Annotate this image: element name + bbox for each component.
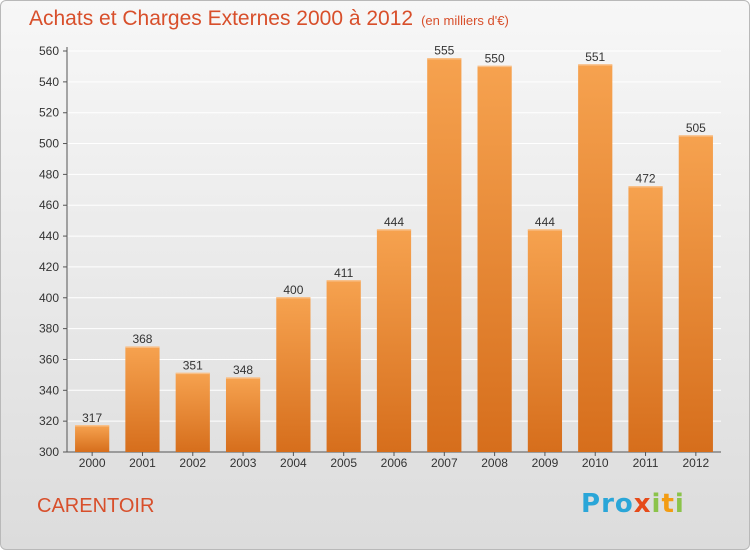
logo-letter: r (601, 489, 615, 519)
x-tick-label: 2007 (431, 456, 458, 470)
logo-letter: x (633, 489, 652, 519)
y-tick-label: 520 (39, 106, 59, 120)
data-label: 351 (183, 358, 203, 372)
x-tick-label: 2005 (330, 456, 357, 470)
y-tick-label: 380 (39, 322, 59, 336)
x-tick-label: 2006 (381, 456, 408, 470)
y-tick-label: 340 (39, 383, 59, 397)
bar (175, 373, 210, 452)
y-tick-label: 420 (39, 260, 59, 274)
y-tick-label: 440 (39, 229, 59, 243)
bar (326, 280, 361, 452)
commune-name: CARENTOIR (37, 495, 155, 517)
logo-letter: i (651, 489, 662, 519)
chart-title-text: Achats et Charges Externes 2000 à 2012 (29, 7, 414, 30)
y-tick-label: 360 (39, 352, 59, 366)
data-label: 472 (636, 172, 656, 186)
logo-letter: t (661, 489, 675, 519)
data-label: 400 (283, 283, 303, 297)
y-tick-label: 460 (39, 198, 59, 212)
bar (376, 229, 412, 452)
x-tick-label: 2012 (682, 456, 709, 470)
bar (125, 347, 160, 452)
data-label: 348 (233, 363, 253, 377)
logo-letter: P (581, 489, 602, 519)
data-label: 505 (686, 121, 706, 135)
data-label: 444 (384, 215, 404, 229)
bar (427, 58, 462, 452)
y-tick-label: 540 (39, 75, 59, 89)
x-tick-label: 2008 (481, 456, 508, 470)
chart-unit: (en milliers d'€) (421, 13, 509, 28)
y-tick-label: 320 (39, 414, 59, 428)
logo-letter: o (614, 489, 634, 519)
y-tick-label: 560 (39, 44, 59, 58)
data-label: 444 (535, 215, 555, 229)
bar (477, 66, 512, 452)
x-tick-label: 2001 (129, 456, 156, 470)
data-label: 368 (132, 332, 152, 346)
x-tick-label: 2009 (532, 456, 559, 470)
bar (276, 297, 311, 452)
y-tick-label: 300 (39, 445, 59, 459)
x-tick-label: 2002 (179, 456, 206, 470)
y-tick-label: 500 (39, 137, 59, 151)
data-label: 411 (334, 266, 353, 280)
x-tick-label: 2004 (280, 456, 307, 470)
y-tick-label: 480 (39, 167, 59, 181)
y-tick-label: 400 (39, 291, 59, 305)
x-tick-label: 2003 (230, 456, 257, 470)
data-label: 317 (82, 411, 102, 425)
x-tick-label: 2010 (582, 456, 609, 470)
chart-title: Achats et Charges Externes 2000 à 2012 (e… (29, 7, 509, 31)
logo-letter: i (674, 489, 685, 519)
labels: 317 2000 368 2001 351 2002 348 2003 400 2004 411 20… (79, 44, 710, 470)
bar (75, 425, 110, 452)
bar (527, 229, 563, 452)
x-tick-label: 2000 (79, 456, 106, 470)
proxiti-logo: Proxiti (581, 489, 685, 519)
data-label: 555 (434, 44, 454, 58)
data-label: 550 (485, 51, 505, 65)
bars (75, 57, 713, 453)
data-label: 551 (585, 50, 605, 64)
x-tick-label: 2011 (633, 456, 659, 470)
bar (578, 64, 613, 452)
bar (628, 186, 663, 452)
bar (225, 377, 261, 452)
bar (678, 135, 713, 453)
